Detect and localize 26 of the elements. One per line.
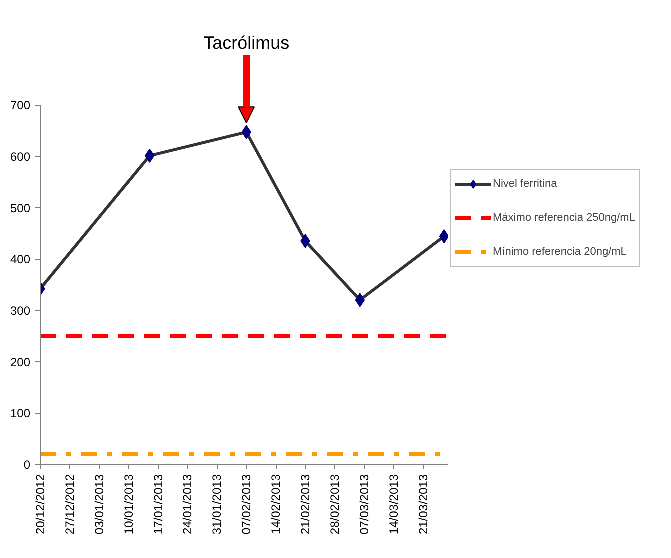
x-tick-label: 27/12/2012 [62,474,77,535]
y-tick-label: 0 [24,458,31,472]
legend-label: Máximo referencia 250ng/mL [493,212,636,224]
x-tick-label: 28/02/2013 [328,474,342,535]
legend-label: Mínimo referencia 20ng/mL [493,246,627,258]
x-tick-label: 03/01/2013 [92,474,106,535]
y-tick-label: 400 [10,252,31,267]
y-tick-label: 500 [10,201,31,216]
y-tick-label: 600 [10,150,31,164]
x-tick-label: 21/02/2013 [298,474,312,535]
y-tick-label: 200 [10,355,31,370]
y-tick-label: 100 [10,406,31,421]
x-tick-label: 21/03/2013 [416,474,430,535]
y-tick-label: 700 [10,98,31,113]
x-tick-label: 31/01/2013 [210,474,224,535]
x-tick-label: 07/02/2013 [240,474,254,535]
x-tick-label: 14/03/2013 [386,474,401,535]
y-tick-label: 300 [10,304,31,318]
x-tick-label: 17/01/2013 [151,474,166,535]
x-tick-label: 14/02/2013 [269,474,284,535]
x-tick-label: 10/01/2013 [122,474,136,535]
x-tick-label: 20/12/2012 [34,474,48,535]
x-tick-label: 24/01/2013 [180,474,195,535]
text: Tacrólimus [204,32,290,53]
x-tick-label: 07/03/2013 [357,474,372,535]
legend-label: Nivel ferritina [493,178,558,190]
